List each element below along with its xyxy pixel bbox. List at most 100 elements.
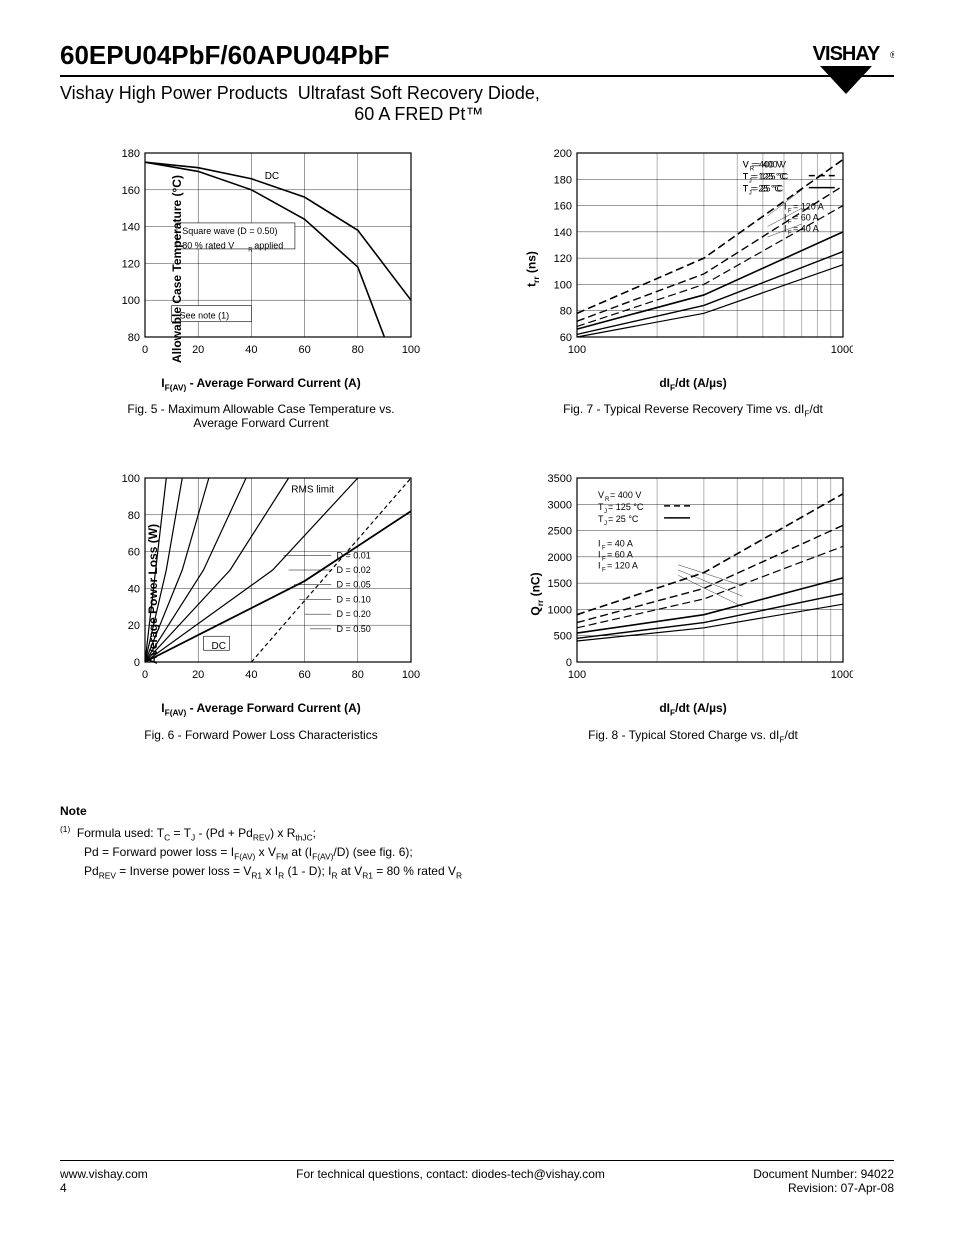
svg-text:60: 60 <box>560 332 572 344</box>
svg-text:80: 80 <box>128 332 140 344</box>
svg-text:I: I <box>784 224 787 234</box>
svg-text:See note (1): See note (1) <box>180 311 230 321</box>
fig8-caption: Fig. 8 - Typical Stored Charge vs. dIF/d… <box>588 728 798 744</box>
fig6-ylabel: Average Power Loss (W) <box>146 524 160 664</box>
fig8-wrap: Qrr (nC) 0500100015002000250030003500100… <box>492 470 894 744</box>
svg-text:180: 180 <box>122 148 140 160</box>
svg-text:F: F <box>788 220 792 226</box>
fig6-xlabel: IF(AV) - Average Forward Current (A) <box>101 701 421 717</box>
svg-text:= 40 A: = 40 A <box>793 224 819 234</box>
svg-text:100: 100 <box>402 669 420 681</box>
svg-text:100: 100 <box>554 279 572 291</box>
subhead-right: Ultrafast Soft Recovery Diode, 60 A FRED… <box>298 83 540 125</box>
svg-text:D = 0.02: D = 0.02 <box>337 565 371 575</box>
svg-text:100: 100 <box>402 344 420 356</box>
fig6-caption: Fig. 6 - Forward Power Loss Characterist… <box>144 728 377 742</box>
svg-text:140: 140 <box>122 222 140 234</box>
svg-text:100: 100 <box>568 669 586 681</box>
fig7-ylabel: trr (ns) <box>525 251 541 287</box>
svg-text:200: 200 <box>554 148 572 160</box>
svg-text:1000: 1000 <box>831 669 853 681</box>
fig8-ylabel: Qrr (nC) <box>528 572 544 615</box>
svg-text:Square wave (D = 0.50): Square wave (D = 0.50) <box>182 226 277 236</box>
svg-text:60: 60 <box>128 547 140 559</box>
svg-text:100: 100 <box>568 344 586 356</box>
svg-text:3500: 3500 <box>548 473 572 485</box>
fig7-xlabel: dIF/dt (A/µs) <box>533 376 853 392</box>
vishay-logo: VISHAY ® <box>798 40 894 101</box>
svg-text:= 25 °C: = 25 °C <box>753 184 784 194</box>
svg-text:0: 0 <box>142 669 148 681</box>
fig6-chart: Average Power Loss (W) 02040608010002040… <box>101 470 421 717</box>
svg-text:D = 0.20: D = 0.20 <box>337 610 371 620</box>
svg-text:120: 120 <box>122 258 140 270</box>
svg-text:D = 0.01: D = 0.01 <box>337 551 371 561</box>
svg-text:160: 160 <box>122 185 140 197</box>
svg-text:2500: 2500 <box>548 526 572 538</box>
svg-text:= 400 V: = 400 V <box>610 490 641 500</box>
fig5-wrap: Allowable Case Temperature (°C) 80100120… <box>60 145 462 430</box>
svg-text:= 120 A: = 120 A <box>793 202 824 212</box>
svg-text:I: I <box>598 539 601 549</box>
svg-text:60: 60 <box>298 344 310 356</box>
footer-right: Document Number: 94022Revision: 07-Apr-0… <box>753 1167 894 1195</box>
note-body: (1) Formula used: TC = TJ - (Pd + PdREV)… <box>60 824 894 881</box>
svg-text:V: V <box>598 490 604 500</box>
svg-text:®: ® <box>890 50 894 60</box>
svg-text:D = 0.10: D = 0.10 <box>337 595 371 605</box>
svg-text:V: V <box>743 160 749 170</box>
svg-text:DC: DC <box>265 171 279 182</box>
charts-grid: Allowable Case Temperature (°C) 80100120… <box>60 145 894 744</box>
svg-text:80: 80 <box>560 306 572 318</box>
svg-text:VISHAY: VISHAY <box>813 43 881 65</box>
fig8-chart: Qrr (nC) 0500100015002000250030003500100… <box>533 470 853 717</box>
fig7-caption: Fig. 7 - Typical Reverse Recovery Time v… <box>563 402 823 418</box>
svg-text:= 120 A: = 120 A <box>607 561 638 571</box>
svg-text:80 % rated V: 80 % rated V <box>182 241 234 251</box>
footer-email-link[interactable]: diodes-tech@vishay.com <box>472 1167 605 1181</box>
svg-text:J: J <box>604 521 607 527</box>
svg-text:160: 160 <box>554 201 572 213</box>
svg-text:1000: 1000 <box>548 605 572 617</box>
fig7-wrap: trr (ns) 60801001201401601802001001000V … <box>492 145 894 430</box>
fig5-caption: Fig. 5 - Maximum Allowable Case Temperat… <box>111 402 411 430</box>
svg-text:J: J <box>749 179 752 185</box>
fig8-xlabel: dIF/dt (A/µs) <box>533 701 853 717</box>
svg-text:F: F <box>602 557 606 563</box>
footer-center: For technical questions, contact: diodes… <box>296 1167 605 1195</box>
svg-text:1000: 1000 <box>831 344 853 356</box>
svg-text:100: 100 <box>122 473 140 485</box>
svg-text:D = 0.05: D = 0.05 <box>337 580 371 590</box>
svg-text:I: I <box>598 550 601 560</box>
fig5-xlabel: IF(AV) - Average Forward Current (A) <box>101 376 421 392</box>
svg-text:80: 80 <box>352 669 364 681</box>
svg-text:60: 60 <box>298 669 310 681</box>
svg-text:= 25 °C: = 25 °C <box>608 514 639 524</box>
svg-text:R: R <box>248 248 253 254</box>
svg-text:= 125 °C: = 125 °C <box>608 502 644 512</box>
fig5-chart: Allowable Case Temperature (°C) 80100120… <box>101 145 421 392</box>
svg-text:RMS limit: RMS limit <box>291 485 334 496</box>
svg-text:J: J <box>749 191 752 197</box>
svg-text:J: J <box>604 509 607 515</box>
svg-text:= 40 A: = 40 A <box>607 539 633 549</box>
svg-text:= 125 °C: = 125 °C <box>753 172 789 182</box>
svg-text:applied: applied <box>254 241 283 251</box>
svg-text:0: 0 <box>566 657 572 669</box>
svg-text:80: 80 <box>352 344 364 356</box>
svg-text:120: 120 <box>554 253 572 265</box>
svg-text:= 60 A: = 60 A <box>793 213 819 223</box>
subhead-left: Vishay High Power Products <box>60 83 288 104</box>
svg-text:40: 40 <box>245 669 257 681</box>
fig6-wrap: Average Power Loss (W) 02040608010002040… <box>60 470 462 744</box>
svg-text:40: 40 <box>128 584 140 596</box>
svg-text:20: 20 <box>192 344 204 356</box>
svg-text:D = 0.50: D = 0.50 <box>337 624 371 634</box>
svg-text:F: F <box>602 546 606 552</box>
fig7-chart: trr (ns) 60801001201401601802001001000V … <box>533 145 853 392</box>
svg-text:20: 20 <box>128 621 140 633</box>
page-title: 60EPU04PbF/60APU04PbF <box>60 40 894 77</box>
svg-text:2000: 2000 <box>548 552 572 564</box>
note-section: Note (1) Formula used: TC = TJ - (Pd + P… <box>60 804 894 881</box>
svg-text:180: 180 <box>554 174 572 186</box>
